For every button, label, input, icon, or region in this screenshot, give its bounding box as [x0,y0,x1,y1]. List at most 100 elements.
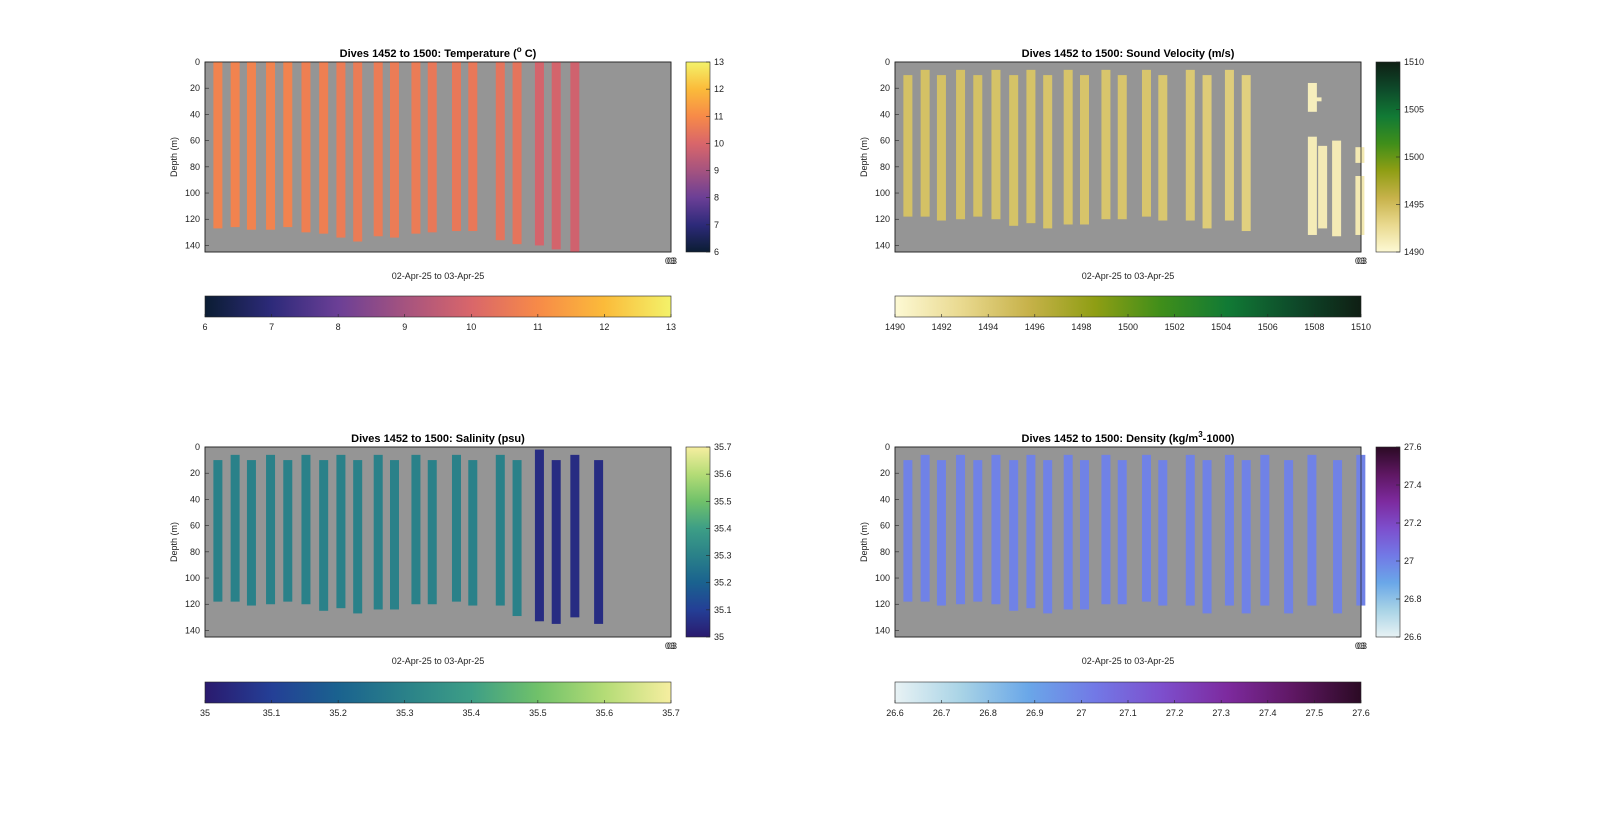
dive-cast-fragment [1312,97,1322,102]
dive-cast [495,454,505,606]
y-tick-label: 80 [880,547,890,557]
colorbar-tick-label: 26.9 [1026,708,1044,718]
dive-cast [230,454,240,602]
colorbar-tick-label: 35.5 [529,708,547,718]
colorbar-tick-label: 1506 [1258,322,1278,332]
dive-cast [1080,460,1090,610]
colorbar-bottom [894,295,1362,318]
y-tick-label: 140 [185,625,200,635]
y-tick-label: 60 [190,136,200,146]
dive-cast [1307,454,1317,606]
dive-cast [390,62,400,238]
dive-cast [1241,460,1251,614]
y-tick-label: 140 [185,240,200,250]
y-tick-label: 100 [185,573,200,583]
colorbar-tick-label: 35.2 [714,578,732,588]
colorbar-tick-label: 1490 [1404,247,1424,257]
dive-cast [1202,75,1212,229]
dive-cast [427,62,437,233]
y-tick-label: 120 [875,599,890,609]
dive-cast [283,460,293,602]
dive-cast [570,454,580,618]
dive-cast [1284,460,1294,614]
dive-cast [551,460,561,624]
colorbar-tick-label: 1508 [1304,322,1324,332]
colorbar-tick-label: 13 [666,322,676,332]
colorbar-tick-label: 1490 [885,322,905,332]
colorbar-tick-label: 11 [533,322,542,332]
y-tick-label: 20 [190,468,200,478]
y-tick-label: 0 [195,57,200,67]
x-tick-label: 03 [1355,641,1365,651]
colorbar-tick-label: 26.7 [933,708,951,718]
colorbar-tick-label: 7 [269,322,274,332]
dive-cast [991,454,1001,605]
dive-cast [1141,69,1151,217]
colorbar-tick-label: 27.1 [1119,708,1137,718]
colorbar-tick-label: 1504 [1211,322,1231,332]
dive-cast-fragment [1307,82,1317,112]
dive-cast [956,69,966,220]
x-tick-label: 03 [667,641,677,651]
dive-cast [1101,454,1111,605]
dive-cast [336,454,346,609]
dive-cast [1043,75,1053,229]
dive-cast [551,62,561,250]
colorbar-tick-label: 1510 [1404,57,1424,67]
y-tick-label: 0 [885,57,890,67]
colorbar-tick-label: 11 [714,111,723,121]
dive-cast [246,460,256,606]
dive-cast [411,454,421,605]
dive-cast [956,454,966,605]
colorbar-tick-label: 27.2 [1404,518,1422,528]
colorbar-tick-label: 27.6 [1404,442,1422,452]
y-axis-label: Depth (m) [169,137,179,177]
y-tick-label: 80 [190,547,200,557]
colorbar-tick-label: 8 [336,322,341,332]
temperature-plot-area [204,61,672,253]
dive-cast [1026,454,1036,609]
chart-title: Dives 1452 to 1500: Temperature (o C) [340,45,537,60]
dive-cast [319,62,329,234]
colorbar-tick-label: 12 [714,84,724,94]
colorbar-bottom [204,295,672,318]
colorbar-tick-label: 1492 [932,322,952,332]
dive-cast [1026,69,1036,224]
dive-cast [991,69,1001,220]
colorbar-tick-label: 10 [714,138,724,148]
dive-cast [451,62,461,232]
y-tick-label: 0 [885,442,890,452]
dive-cast [1063,69,1073,225]
colorbar-tick-label: 10 [466,322,476,332]
dive-cast-fragment [1318,145,1328,229]
dive-cast [1185,454,1195,606]
y-axis-label: Depth (m) [169,522,179,562]
x-axis-label: 02-Apr-25 to 03-Apr-25 [392,271,485,281]
colorbar-tick-label: 1495 [1404,200,1424,210]
dive-cast [266,62,276,230]
colorbar-tick-label: 7 [714,220,719,230]
colorbar-tick-label: 35.3 [396,708,414,718]
dive-cast [1224,454,1234,606]
x-tick-label: 03 [667,256,677,266]
colorbar-tick-label: 1505 [1404,105,1424,115]
y-tick-label: 120 [185,214,200,224]
dive-cast [1101,69,1111,220]
colorbar-tick-label: 35.5 [714,496,732,506]
x-axis-label: 02-Apr-25 to 03-Apr-25 [1082,656,1175,666]
colorbar-tick-label: 27.3 [1212,708,1230,718]
dive-cast [230,62,240,228]
colorbar-tick-label: 1496 [1025,322,1045,332]
chart-title: Dives 1452 to 1500: Sound Velocity (m/s) [1022,48,1235,60]
dive-cast [319,460,329,611]
dive-cast [1117,75,1127,220]
colorbar-tick-label: 35.7 [662,708,680,718]
dive-cast [411,62,421,234]
x-tick-label: 03 [1355,256,1365,266]
dive-cast [1158,75,1168,221]
colorbar-bottom [894,681,1362,704]
dive-cast [301,62,311,233]
dive-cast [1009,75,1019,226]
y-tick-label: 0 [195,442,200,452]
